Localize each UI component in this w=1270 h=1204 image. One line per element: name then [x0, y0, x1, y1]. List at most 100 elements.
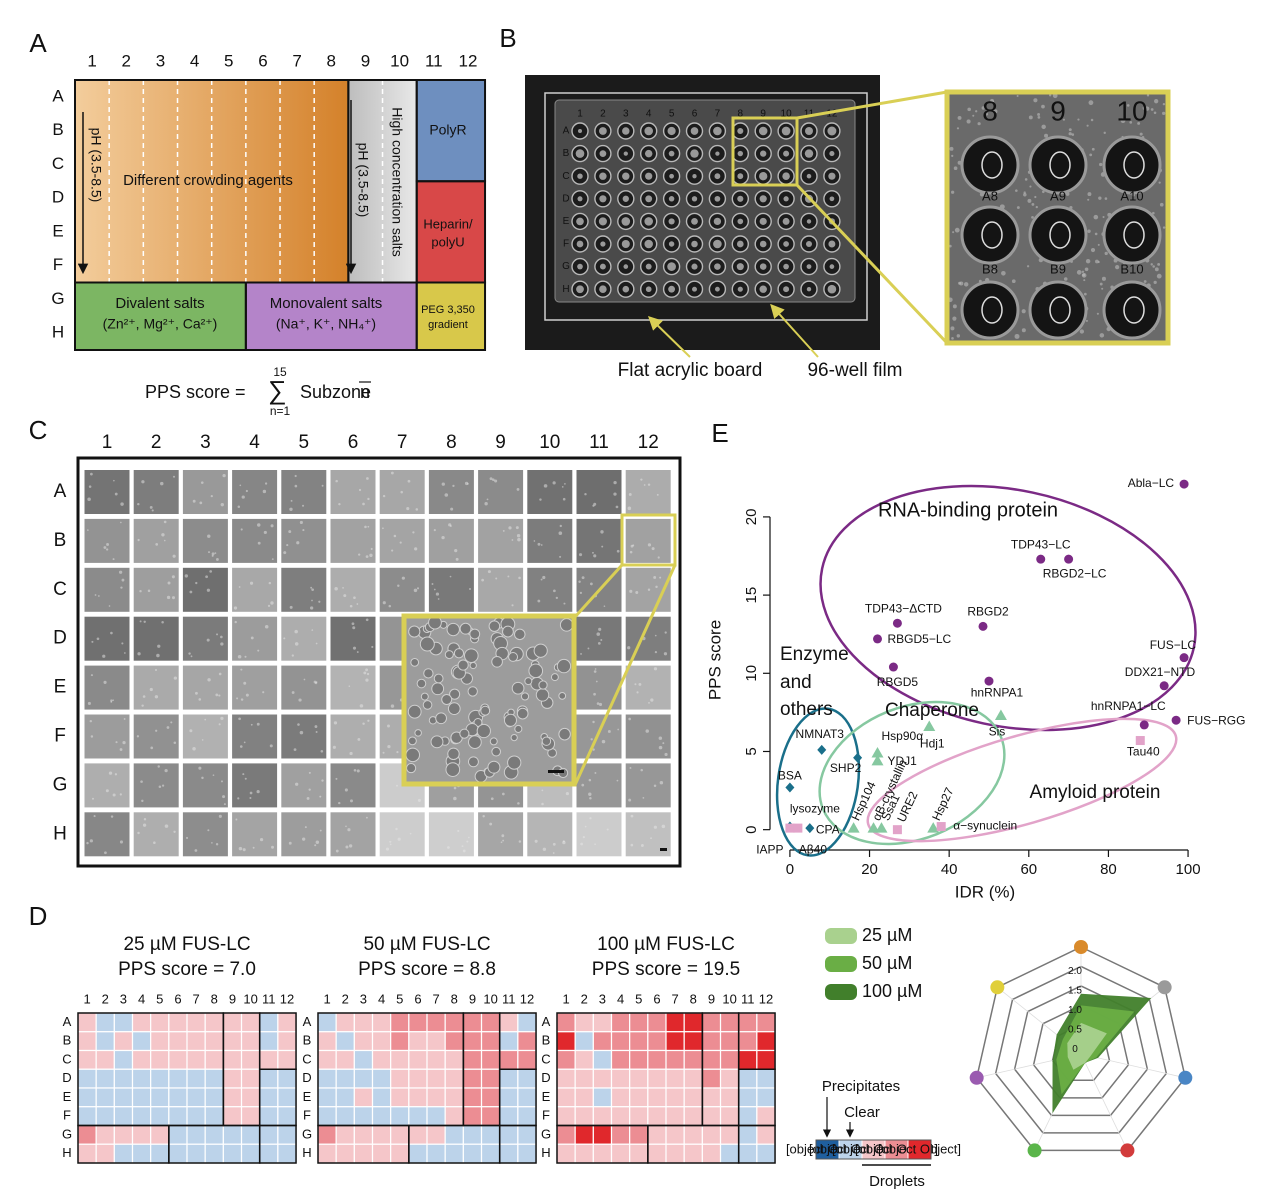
texture: [173, 830, 176, 833]
heatmap-cell: [665, 1143, 685, 1164]
heatmap-cell: [113, 1049, 134, 1070]
texture: [1096, 312, 1099, 315]
heatmap-cell: [556, 1106, 576, 1127]
well-content: [621, 217, 631, 226]
texture: [561, 486, 564, 488]
texture: [283, 637, 286, 640]
point-label: YDJ1: [888, 754, 918, 768]
texture: [541, 802, 544, 806]
micrograph: [625, 665, 671, 710]
texture: [94, 594, 97, 596]
heatmap-cell: [738, 1087, 758, 1108]
droplet: [430, 735, 444, 749]
row-label: F: [53, 255, 63, 274]
heatmap-cell: [574, 1106, 594, 1127]
texture: [450, 507, 454, 511]
texture: [205, 575, 209, 579]
heatmap-cell: [150, 1068, 170, 1089]
well-content: [759, 172, 768, 181]
texture: [87, 529, 89, 531]
droplet: [423, 668, 434, 679]
heatmap-cell: [259, 1012, 279, 1033]
texture: [245, 489, 248, 493]
point: [1036, 554, 1046, 564]
radar-tick-label: 0.5: [1068, 1024, 1082, 1035]
inset-well: [960, 135, 1020, 195]
heatmap-cell: [444, 1106, 464, 1127]
texture: [332, 745, 336, 749]
heatmap-cell: [701, 1068, 722, 1089]
texture: [293, 748, 297, 752]
texture: [195, 581, 198, 585]
radar-tick-label: 1.0: [1068, 1005, 1082, 1016]
callout-label: 96-well film: [807, 360, 902, 381]
texture: [348, 844, 353, 848]
well-content: [575, 149, 585, 158]
texture: [249, 797, 252, 800]
texture: [382, 751, 385, 754]
texture: [594, 843, 596, 846]
zone-label: Monovalent salts: [270, 295, 383, 312]
heatmap-cell: [150, 1049, 170, 1070]
texture: [592, 551, 594, 554]
droplet: [489, 737, 498, 746]
column-label: 5: [299, 432, 310, 453]
texture: [648, 701, 650, 704]
heatmap-cell: [738, 1012, 758, 1033]
zone-label: Divalent salts: [115, 295, 204, 312]
heatmap-cell: [592, 1068, 613, 1089]
column-label: 12: [638, 432, 659, 453]
heatmap-cell: [240, 1049, 261, 1070]
droplet: [1123, 296, 1145, 324]
texture: [516, 488, 520, 491]
column-label: 6: [258, 51, 267, 70]
well-content: [737, 150, 744, 157]
texture: [204, 718, 207, 721]
texture: [972, 114, 975, 117]
texture: [412, 531, 415, 534]
radar-tick-label: 0: [1072, 1044, 1078, 1055]
texture: [108, 605, 111, 607]
texture: [1044, 133, 1049, 138]
texture: [306, 796, 310, 800]
texture: [120, 521, 122, 524]
heatmap-cell: [499, 1143, 519, 1164]
texture: [1094, 232, 1098, 236]
heatmap-cell: [408, 1012, 428, 1033]
heatmap-cell: [462, 1012, 483, 1033]
row-label: H: [53, 823, 67, 844]
texture: [315, 642, 318, 645]
texture: [141, 704, 144, 707]
texture: [1137, 121, 1141, 125]
droplet: [449, 688, 461, 700]
heatmap-cell: [131, 1124, 152, 1145]
zone-label: Different crowding agents: [123, 172, 293, 189]
micrograph: [281, 665, 327, 710]
point-label: CPA: [816, 822, 840, 836]
row-label: A: [542, 1014, 551, 1029]
heatmap-cell: [499, 1049, 519, 1070]
texture: [106, 543, 109, 546]
texture: [950, 326, 955, 331]
scale-bar: [660, 848, 667, 851]
micrograph: [281, 812, 327, 857]
inset-well-label: A8: [982, 188, 998, 203]
texture: [953, 166, 958, 171]
texture: [433, 588, 436, 591]
texture: [234, 620, 237, 624]
zone-heparin: [416, 181, 486, 283]
column-label: 12: [458, 51, 477, 70]
droplet: [1123, 151, 1145, 179]
texture: [1102, 216, 1105, 219]
heatmap-cell: [756, 1068, 776, 1089]
texture: [269, 744, 273, 748]
texture: [288, 841, 292, 845]
texture: [595, 680, 598, 683]
micrograph: [133, 714, 179, 759]
texture: [540, 578, 543, 581]
group-label: Chaperone: [885, 700, 979, 721]
texture: [613, 492, 617, 496]
texture: [977, 122, 981, 126]
well-content: [806, 219, 812, 224]
droplet: [507, 755, 522, 770]
